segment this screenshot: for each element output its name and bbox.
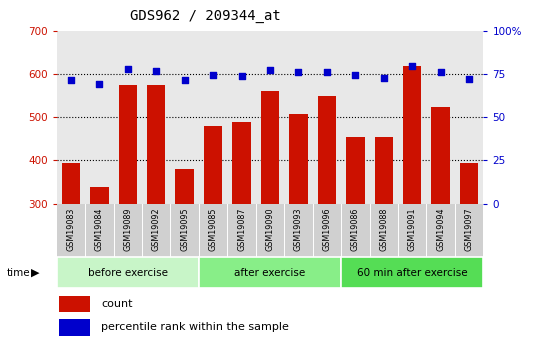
Point [351,72,360,78]
Bar [57,257,199,288]
Text: GSM19096: GSM19096 [322,208,332,251]
Bar [176,169,194,204]
Bar [62,164,80,204]
Text: GSM19095: GSM19095 [180,208,189,252]
Bar [431,107,450,204]
Bar [341,257,483,288]
Point [380,75,388,80]
Bar [261,91,279,204]
Text: time: time [6,268,30,277]
Text: after exercise: after exercise [234,268,306,277]
Bar [119,85,137,204]
Bar [289,114,308,204]
Bar [59,296,90,313]
Point [152,68,160,73]
Bar [346,137,364,204]
Point [124,66,132,72]
Text: GDS962 / 209344_at: GDS962 / 209344_at [130,9,281,23]
Text: GSM19093: GSM19093 [294,208,303,251]
Text: GSM19088: GSM19088 [379,208,388,251]
Point [237,73,246,79]
Point [209,72,218,78]
Point [465,77,474,82]
Point [408,63,416,68]
Point [322,69,331,74]
Text: GSM19091: GSM19091 [408,208,417,251]
Text: GSM19083: GSM19083 [66,208,76,251]
Bar [318,96,336,204]
Point [66,77,75,83]
Text: GSM19092: GSM19092 [152,208,161,252]
Text: GSM19085: GSM19085 [208,208,218,251]
Text: before exercise: before exercise [88,268,168,277]
Bar [460,162,478,204]
Text: GSM19084: GSM19084 [95,208,104,251]
Bar [59,319,90,336]
Bar [232,122,251,204]
Text: GSM19097: GSM19097 [464,208,474,252]
Text: GSM19090: GSM19090 [266,208,274,251]
Bar [90,187,109,204]
Text: GSM19087: GSM19087 [237,208,246,251]
Text: count: count [102,299,133,309]
Text: 60 min after exercise: 60 min after exercise [357,268,468,277]
Bar [204,126,222,204]
Bar [147,85,165,204]
Text: GSM19086: GSM19086 [351,208,360,251]
Point [294,70,303,75]
Text: GSM19089: GSM19089 [123,208,132,251]
Bar [199,257,341,288]
Point [180,77,189,83]
Bar [403,66,421,204]
Point [436,70,445,75]
Point [95,81,104,87]
Text: GSM19094: GSM19094 [436,208,445,251]
Text: ▶: ▶ [31,268,40,277]
Bar [375,137,393,204]
Text: percentile rank within the sample: percentile rank within the sample [102,322,289,332]
Point [266,67,274,73]
